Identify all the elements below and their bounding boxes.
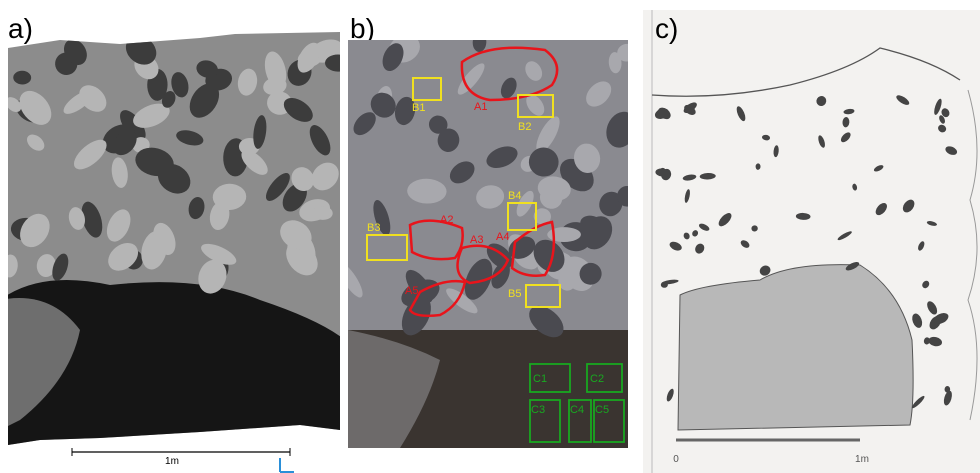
region-label: C2	[590, 373, 604, 385]
region-label: B2	[518, 121, 531, 133]
region-label: A2	[440, 214, 453, 226]
scale-label: 1m	[165, 456, 179, 467]
region-label: A4	[496, 231, 509, 243]
panel-b: b) A1 A2 A3	[334, 13, 642, 448]
region-label: C5	[595, 404, 609, 416]
panel-a: a) 1m	[0, 13, 351, 472]
region-label: A1	[474, 101, 487, 113]
region-label: C3	[531, 404, 545, 416]
axis-glyph	[280, 458, 294, 472]
region-label: B4	[508, 190, 521, 202]
region-label: C1	[533, 373, 547, 385]
figure: a) 1m b)	[0, 0, 980, 473]
region-label: A5	[405, 285, 418, 297]
scale-label: 1m	[855, 454, 869, 465]
region-label: B5	[508, 288, 521, 300]
photo	[334, 30, 642, 448]
point-cloud-image	[0, 30, 351, 450]
panel-label: a)	[8, 13, 33, 44]
sketch	[643, 10, 980, 473]
panel-label: b)	[350, 13, 375, 44]
region-label: B1	[412, 102, 425, 114]
region-label: C4	[570, 404, 584, 416]
scale-label: 0	[673, 454, 679, 465]
panel-label: c)	[655, 13, 678, 44]
region-label: B3	[367, 222, 380, 234]
region-label: A3	[470, 234, 483, 246]
panel-c: c) 0 1m	[643, 10, 980, 473]
